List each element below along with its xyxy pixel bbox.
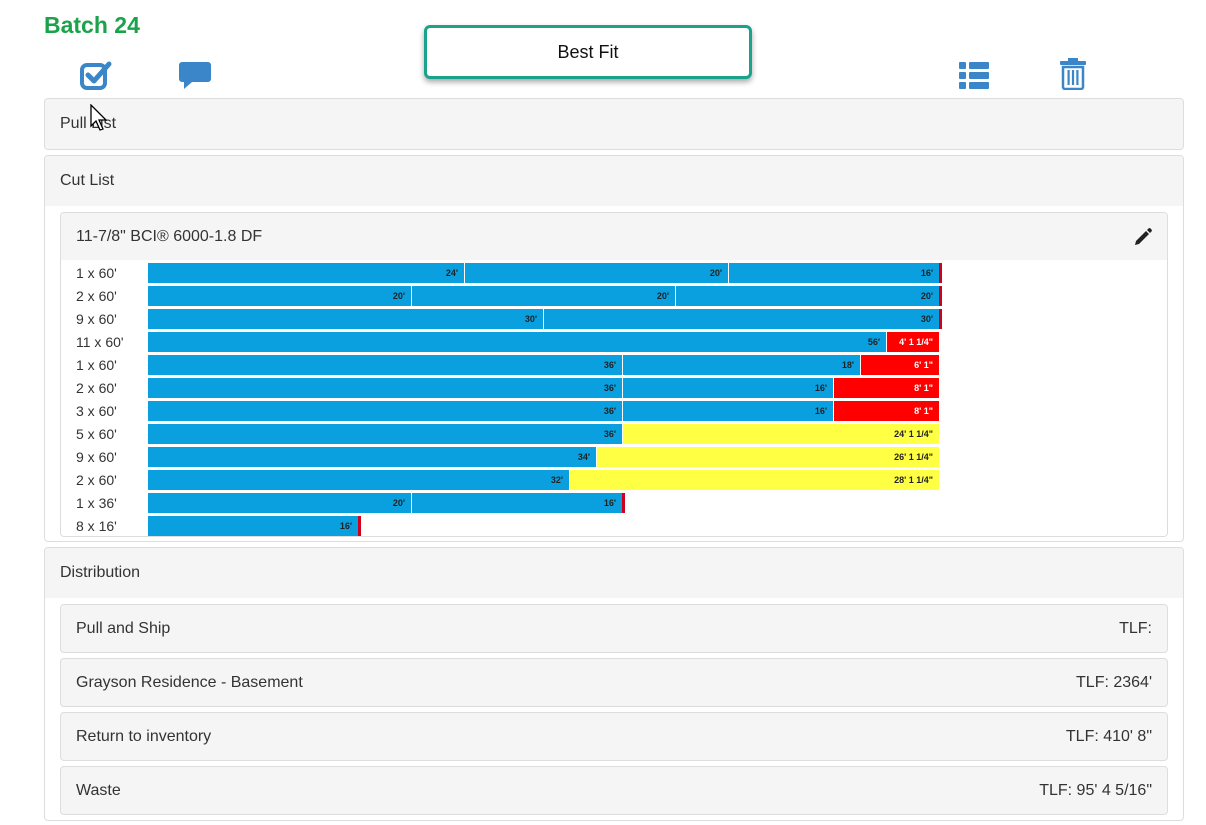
waste-segment: 8' 1" — [834, 401, 940, 421]
cut-list-heading[interactable]: Cut List — [45, 156, 1183, 206]
cut-segment: 34' — [148, 447, 597, 467]
cut-row-track: 36' 18' 6' 1" — [148, 355, 940, 375]
best-fit-button[interactable]: Best Fit — [424, 25, 752, 79]
pull-list-heading[interactable]: Pull List — [45, 99, 1183, 149]
cut-segment: 30' — [148, 309, 544, 329]
cut-row-label: 9 x 60' — [76, 449, 117, 465]
product-heading[interactable]: 11-7/8" BCI® 6000-1.8 DF — [61, 213, 1167, 260]
distribution-item-tlf: TLF: 2364' — [1076, 673, 1152, 691]
distribution-item-tlf: TLF: — [1119, 619, 1152, 637]
distribution-item[interactable]: Return to inventory TLF: 410' 8" — [60, 712, 1168, 761]
waste-segment: 4' 1 1/4" — [887, 332, 940, 352]
cut-list-panel: Cut List 11-7/8" BCI® 6000-1.8 DF 1 x 60… — [44, 155, 1184, 542]
cut-row: 9 x 60' 34' 26' 1 1/4" — [61, 446, 1167, 469]
cut-segment: 16' — [623, 401, 834, 421]
distribution-panel: Distribution Pull and Ship TLF: Grayson … — [44, 547, 1184, 821]
cut-segment: 36' — [148, 355, 623, 375]
cut-segment: 20' — [412, 286, 676, 306]
cut-row-label: 5 x 60' — [76, 426, 117, 442]
cut-row-track: 32' 28' 1 1/4" — [148, 470, 940, 490]
distribution-item-name: Pull and Ship — [76, 619, 171, 637]
cut-row-label: 2 x 60' — [76, 288, 117, 304]
cut-segment: 20' — [465, 263, 729, 283]
cut-segment: 30' — [544, 309, 940, 329]
cut-row-label: 1 x 60' — [76, 357, 117, 373]
cut-segment: 36' — [148, 401, 623, 421]
distribution-item-name: Return to inventory — [76, 727, 212, 745]
waste-segment: 6' 1" — [861, 355, 940, 375]
pull-list-panel[interactable]: Pull List — [44, 98, 1184, 150]
distribution-item-tlf: TLF: 410' 8" — [1065, 727, 1152, 745]
cut-row-label: 1 x 36' — [76, 495, 117, 511]
cut-row: 1 x 60' 36' 18' 6' 1" — [61, 354, 1167, 377]
pencil-icon[interactable] — [1133, 227, 1153, 247]
cut-row-track: 34' 26' 1 1/4" — [148, 447, 940, 467]
cut-segment: 20' — [676, 286, 940, 306]
comment-icon[interactable] — [178, 60, 212, 90]
kerf-mark — [939, 286, 942, 306]
cut-row-label: 1 x 60' — [76, 265, 117, 281]
cut-segment: 56' — [148, 332, 887, 352]
distribution-item-name: Grayson Residence - Basement — [76, 673, 303, 691]
checkbox-icon[interactable] — [80, 60, 112, 90]
cut-row: 2 x 60' 20' 20' 20' — [61, 285, 1167, 308]
cut-row: 5 x 60' 36' 24' 1 1/4" — [61, 423, 1167, 446]
cut-row-label: 2 x 60' — [76, 380, 117, 396]
distribution-heading[interactable]: Distribution — [45, 548, 1183, 598]
cut-row-track: 56' 4' 1 1/4" — [148, 332, 940, 352]
cut-row-track: 20' 20' 20' — [148, 286, 942, 306]
cut-row: 2 x 60' 36' 16' 8' 1" — [61, 377, 1167, 400]
cut-row-track: 36' 16' 8' 1" — [148, 401, 940, 421]
cut-bars: 1 x 60' 24' 20' 16' 2 x 60' 20' 20' 20' 9 x 60' 3… — [61, 262, 1167, 536]
cut-row-label: 2 x 60' — [76, 472, 117, 488]
distribution-item[interactable]: Grayson Residence - Basement TLF: 2364' — [60, 658, 1168, 707]
distribution-item[interactable]: Pull and Ship TLF: — [60, 604, 1168, 653]
kerf-mark — [358, 516, 361, 536]
cut-row: 1 x 60' 24' 20' 16' — [61, 262, 1167, 285]
cut-segment: 24' — [148, 263, 465, 283]
cut-segment: 16' — [148, 516, 359, 536]
kerf-mark — [622, 493, 625, 513]
product-panel: 11-7/8" BCI® 6000-1.8 DF 1 x 60' 24' 20' 16… — [60, 212, 1168, 537]
product-name: 11-7/8" BCI® 6000-1.8 DF — [76, 227, 263, 245]
kerf-mark — [939, 263, 942, 283]
cut-row: 9 x 60' 30' 30' — [61, 308, 1167, 331]
waste-segment: 8' 1" — [834, 378, 940, 398]
inventory-segment: 28' 1 1/4" — [570, 470, 940, 490]
cut-row-track: 16' — [148, 516, 361, 536]
cut-row: 2 x 60' 32' 28' 1 1/4" — [61, 469, 1167, 492]
cut-row: 3 x 60' 36' 16' 8' 1" — [61, 400, 1167, 423]
cut-segment: 16' — [412, 493, 623, 513]
cut-segment: 18' — [623, 355, 861, 375]
cut-segment: 20' — [148, 286, 412, 306]
cut-row: 11 x 60' 56' 4' 1 1/4" — [61, 331, 1167, 354]
distribution-item-name: Waste — [76, 781, 121, 799]
inventory-segment: 26' 1 1/4" — [597, 447, 940, 467]
distribution-item[interactable]: Waste TLF: 95' 4 5/16" — [60, 766, 1168, 815]
cut-row: 1 x 36' 20' 16' — [61, 492, 1167, 515]
cut-segment: 32' — [148, 470, 570, 490]
cut-row-label: 11 x 60' — [76, 334, 124, 350]
cut-segment: 16' — [729, 263, 940, 283]
cut-segment: 36' — [148, 378, 623, 398]
cut-row: 8 x 16' 16' — [61, 515, 1167, 536]
batch-title: Batch 24 — [44, 12, 140, 38]
cut-segment: 20' — [148, 493, 412, 513]
cut-row-label: 9 x 60' — [76, 311, 117, 327]
cut-segment: 36' — [148, 424, 623, 444]
cut-row-track: 24' 20' 16' — [148, 263, 942, 283]
kerf-mark — [939, 309, 942, 329]
cut-row-track: 20' 16' — [148, 493, 625, 513]
cut-row-label: 8 x 16' — [76, 518, 117, 534]
cut-row-label: 3 x 60' — [76, 403, 117, 419]
inventory-segment: 24' 1 1/4" — [623, 424, 940, 444]
distribution-item-tlf: TLF: 95' 4 5/16" — [1039, 781, 1152, 799]
cut-segment: 16' — [623, 378, 834, 398]
cut-row-track: 36' 24' 1 1/4" — [148, 424, 940, 444]
cut-row-track: 36' 16' 8' 1" — [148, 378, 940, 398]
list-icon[interactable] — [958, 61, 990, 90]
trash-icon[interactable] — [1059, 57, 1087, 90]
cut-row-track: 30' 30' — [148, 309, 942, 329]
